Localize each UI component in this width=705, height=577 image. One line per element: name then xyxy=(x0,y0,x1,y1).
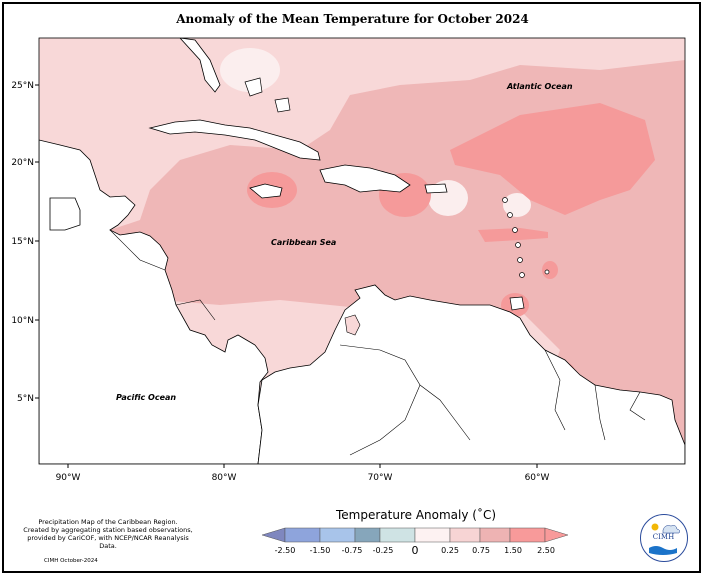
land-bahamas-1 xyxy=(244,77,263,97)
colorbar-seg-4 xyxy=(379,527,416,543)
logo-text: CIMH xyxy=(652,533,675,541)
cloud-icon xyxy=(662,525,680,534)
lon-axis: 90°W 80°W 70°W 60°W xyxy=(56,464,550,483)
colorbar-ticks: -2.50 -1.50 -0.75 -0.25 0 0.25 0.75 1.50… xyxy=(275,544,555,557)
credit-line-2: Created by aggregating station based obs… xyxy=(23,526,193,534)
lon-tick-60: 60°W xyxy=(525,473,550,483)
colorbar-seg-8 xyxy=(509,527,546,543)
colorbar-tick-3: -0.75 xyxy=(342,546,363,555)
land-trinidad xyxy=(509,296,525,311)
colorbar-tick-2: -1.50 xyxy=(310,546,331,555)
colorbar-title: Temperature Anomaly (˚C) xyxy=(336,508,497,522)
lat-tick-25: 25°N xyxy=(11,81,34,91)
land-lake-maracaibo xyxy=(344,314,361,336)
wave-icon xyxy=(649,546,677,555)
lat-tick-10: 10°N xyxy=(11,316,34,326)
map-border xyxy=(38,37,686,465)
colorbar-tick-9: 2.50 xyxy=(537,546,555,555)
colorbar-tick-6: 0.25 xyxy=(441,546,459,555)
colorbar-seg-5 xyxy=(414,527,451,543)
colorbar-seg-2 xyxy=(319,527,356,543)
label-atlantic-ocean: Atlantic Ocean xyxy=(506,82,573,91)
colorbar-arrow-right xyxy=(544,527,569,543)
anomaly-very-light-3 xyxy=(503,193,531,217)
land-yucatan xyxy=(49,197,81,231)
colorbar-arrow-left xyxy=(261,527,286,543)
colorbar-seg-6 xyxy=(449,527,481,543)
land-puerto-rico xyxy=(424,183,448,194)
map-title: Anomaly of the Mean Temperature for Octo… xyxy=(176,12,529,26)
colorbar xyxy=(261,527,569,543)
credit-text: Precipitation Map of the Caribbean Regio… xyxy=(18,518,198,550)
credit-line-3: provided by CariCOF, with NCEP/NCAR Rean… xyxy=(27,534,189,550)
lat-tick-20: 20°N xyxy=(11,158,34,168)
label-caribbean-sea: Caribbean Sea xyxy=(271,238,336,247)
anomaly-very-light-1 xyxy=(220,48,280,92)
anomaly-warm-antilles xyxy=(478,228,548,242)
lat-tick-15: 15°N xyxy=(11,237,34,247)
land-hispaniola xyxy=(319,164,411,193)
colorbar-tick-5: 0 xyxy=(412,544,419,557)
colorbar-tick-1: -2.50 xyxy=(275,546,296,555)
lesser-antilles-islands xyxy=(502,197,550,278)
anomaly-light-north xyxy=(39,38,685,232)
anomaly-warm-atlantic xyxy=(450,103,655,215)
lat-tick-5: 5°N xyxy=(17,394,34,404)
lon-tick-70: 70°W xyxy=(368,473,393,483)
land-florida xyxy=(179,38,221,93)
land-cuba xyxy=(148,119,321,161)
anomaly-warm-barbados xyxy=(542,261,558,279)
label-pacific-ocean: Pacific Ocean xyxy=(116,393,176,402)
lon-tick-90: 90°W xyxy=(56,473,81,483)
colorbar-seg-1 xyxy=(284,527,321,543)
lon-tick-80: 80°W xyxy=(212,473,237,483)
colorbar-seg-3 xyxy=(354,527,381,543)
colorbar-tick-4: -0.25 xyxy=(373,546,394,555)
land-south-america xyxy=(257,284,685,464)
lat-axis: 25°N 20°N 15°N 10°N 5°N xyxy=(11,81,39,404)
sun-icon xyxy=(649,523,680,555)
colorbar-tick-8: 1.50 xyxy=(504,546,522,555)
credit-date: CIMH October-2024 xyxy=(44,558,98,564)
country-borders xyxy=(109,229,646,456)
cimh-logo: CIMH xyxy=(640,514,688,562)
credit-line-1: Precipitation Map of the Caribbean Regio… xyxy=(38,518,178,526)
land-bahamas-2 xyxy=(274,97,291,113)
colorbar-seg-7 xyxy=(479,527,511,543)
land-jamaica xyxy=(249,183,283,199)
colorbar-tick-7: 0.75 xyxy=(472,546,490,555)
